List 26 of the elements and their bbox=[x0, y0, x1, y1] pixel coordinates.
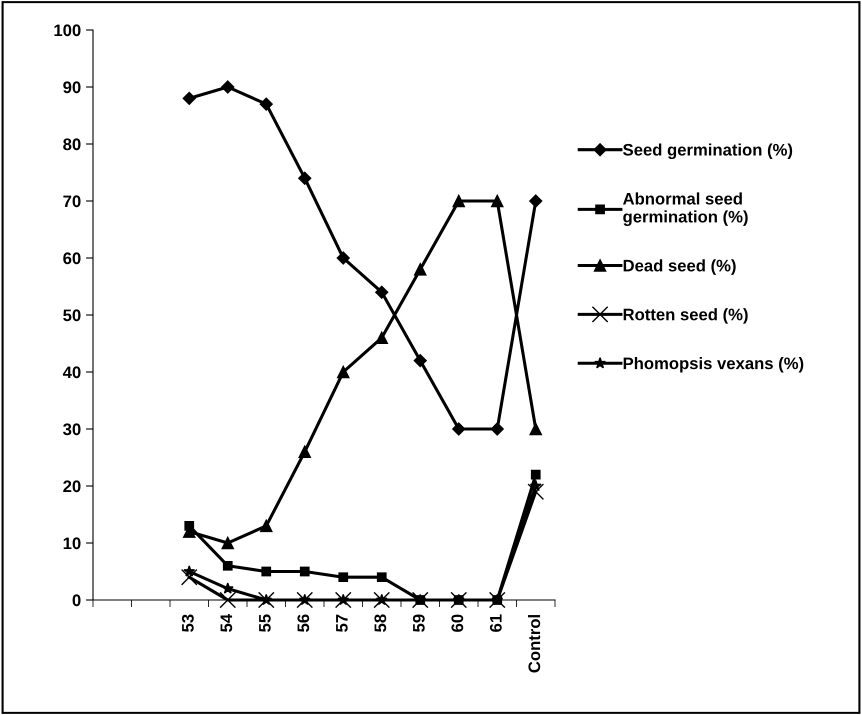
legend-label: Dead seed (%) bbox=[624, 259, 736, 275]
y-tick-label: 100 bbox=[54, 24, 81, 36]
y-tick-label: 40 bbox=[62, 366, 81, 378]
y-tick-label: 20 bbox=[63, 480, 81, 492]
y-tick-label: 0 bbox=[72, 594, 81, 606]
y-tick-label: 70 bbox=[63, 195, 81, 208]
y-tick-label: 30 bbox=[63, 423, 81, 436]
x-tick-label: 53 bbox=[182, 614, 194, 632]
x-tick-label: 56 bbox=[297, 614, 310, 632]
legend-label: Abnormal seed germination (%) bbox=[622, 192, 748, 226]
y-tick-label: 90 bbox=[63, 81, 81, 94]
legend-label: Seed germination (%) bbox=[623, 143, 792, 160]
y-tick-label: 50 bbox=[63, 309, 81, 322]
x-tick-label: 57 bbox=[336, 614, 348, 632]
x-tick-label: 58 bbox=[374, 614, 386, 632]
x-tick-label: 55 bbox=[259, 614, 271, 632]
x-tick-label: 59 bbox=[412, 614, 425, 632]
x-tick-label: 54 bbox=[220, 614, 232, 632]
y-tick-label: 80 bbox=[63, 138, 81, 150]
x-tick-label: 60 bbox=[451, 614, 464, 632]
x-tick-label: Control bbox=[528, 615, 540, 672]
legend-label: Rotten seed (%) bbox=[624, 308, 748, 324]
y-tick-label: 60 bbox=[63, 252, 81, 264]
y-tick-label: 10 bbox=[64, 537, 81, 550]
legend-label: Phomopsis vexans (%) bbox=[624, 357, 804, 373]
x-tick-label: 61 bbox=[490, 614, 502, 632]
